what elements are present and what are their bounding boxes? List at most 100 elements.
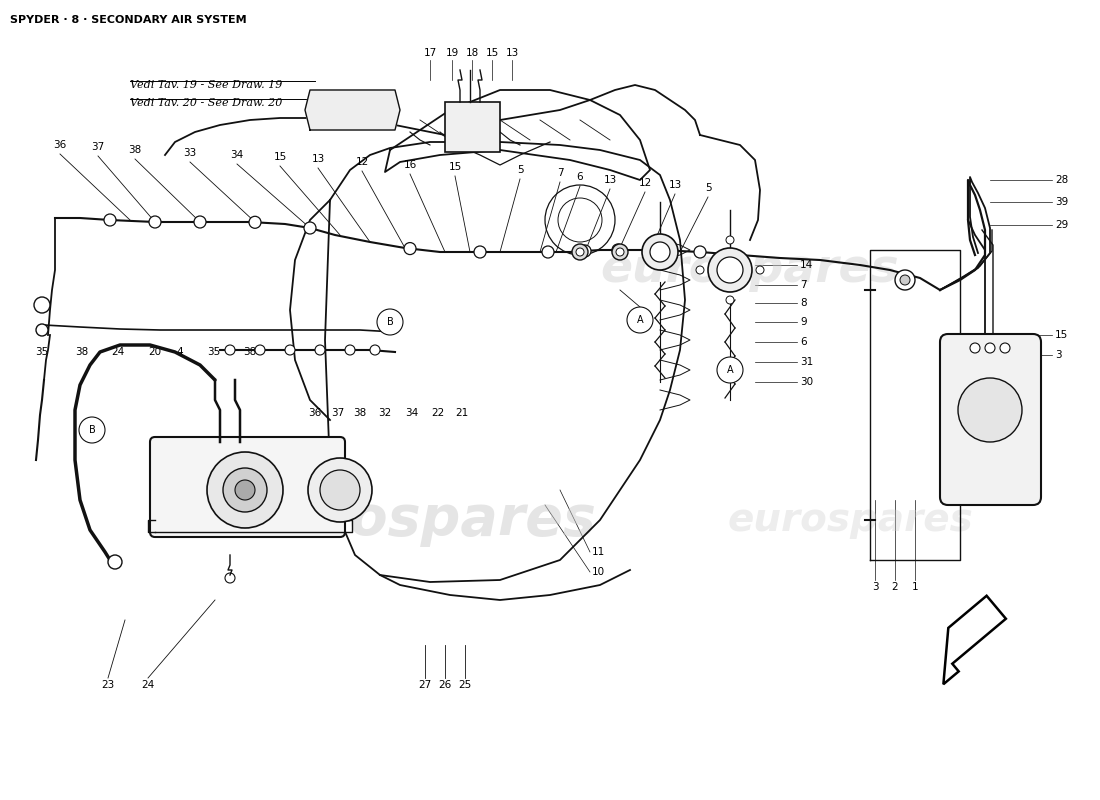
Circle shape bbox=[895, 270, 915, 290]
Text: Vedi Tav. 20 - See Draw. 20: Vedi Tav. 20 - See Draw. 20 bbox=[130, 98, 283, 108]
Text: 15: 15 bbox=[449, 162, 462, 172]
Text: 17: 17 bbox=[424, 48, 437, 58]
Circle shape bbox=[104, 214, 116, 226]
Text: 23: 23 bbox=[101, 680, 114, 690]
Circle shape bbox=[696, 266, 704, 274]
Circle shape bbox=[726, 236, 734, 244]
Circle shape bbox=[223, 468, 267, 512]
Text: 13: 13 bbox=[311, 154, 324, 164]
Text: 38: 38 bbox=[76, 347, 89, 357]
Text: 39: 39 bbox=[1055, 197, 1068, 207]
Polygon shape bbox=[305, 90, 400, 130]
Text: 27: 27 bbox=[418, 680, 431, 690]
Text: 24: 24 bbox=[111, 347, 124, 357]
FancyBboxPatch shape bbox=[150, 437, 345, 537]
Text: 10: 10 bbox=[592, 567, 605, 577]
Circle shape bbox=[308, 458, 372, 522]
Circle shape bbox=[756, 266, 764, 274]
Text: 7: 7 bbox=[800, 280, 806, 290]
Text: 36: 36 bbox=[54, 140, 67, 150]
Circle shape bbox=[717, 357, 743, 383]
Text: SPYDER · 8 · SECONDARY AIR SYSTEM: SPYDER · 8 · SECONDARY AIR SYSTEM bbox=[10, 15, 246, 25]
Text: 12: 12 bbox=[638, 178, 651, 188]
Text: 15: 15 bbox=[274, 152, 287, 162]
Text: 28: 28 bbox=[1055, 175, 1068, 185]
Text: 30: 30 bbox=[800, 377, 813, 387]
Text: 6: 6 bbox=[800, 337, 806, 347]
Circle shape bbox=[612, 244, 628, 260]
Circle shape bbox=[717, 257, 743, 283]
Text: 13: 13 bbox=[604, 175, 617, 185]
Circle shape bbox=[255, 345, 265, 355]
Text: 8: 8 bbox=[800, 298, 806, 308]
Circle shape bbox=[194, 216, 206, 228]
Text: 19: 19 bbox=[446, 48, 459, 58]
Circle shape bbox=[970, 343, 980, 353]
Circle shape bbox=[285, 345, 295, 355]
Text: 34: 34 bbox=[230, 150, 243, 160]
Text: 14: 14 bbox=[800, 260, 813, 270]
Circle shape bbox=[627, 307, 653, 333]
Text: 6: 6 bbox=[576, 172, 583, 182]
Text: B: B bbox=[89, 425, 96, 435]
Circle shape bbox=[958, 378, 1022, 442]
Circle shape bbox=[377, 309, 403, 335]
Circle shape bbox=[576, 248, 584, 256]
Text: 35: 35 bbox=[35, 347, 48, 357]
Text: 2: 2 bbox=[892, 582, 899, 592]
Text: 25: 25 bbox=[459, 680, 472, 690]
Text: 34: 34 bbox=[406, 408, 419, 418]
Circle shape bbox=[474, 246, 486, 258]
Text: 32: 32 bbox=[378, 408, 392, 418]
Circle shape bbox=[542, 246, 554, 258]
Circle shape bbox=[708, 248, 752, 292]
Text: eurospares: eurospares bbox=[601, 247, 900, 293]
Text: 13: 13 bbox=[669, 180, 682, 190]
Circle shape bbox=[36, 324, 48, 336]
Text: 3: 3 bbox=[1055, 350, 1061, 360]
Text: 9: 9 bbox=[800, 317, 806, 327]
Circle shape bbox=[249, 216, 261, 228]
Polygon shape bbox=[944, 596, 1005, 684]
Text: 5: 5 bbox=[705, 183, 712, 193]
Text: 12: 12 bbox=[355, 157, 368, 167]
Text: 11: 11 bbox=[592, 547, 605, 557]
Text: 33: 33 bbox=[184, 148, 197, 158]
Circle shape bbox=[1000, 343, 1010, 353]
Text: 5: 5 bbox=[517, 165, 524, 175]
Text: A: A bbox=[637, 315, 644, 325]
Text: 38: 38 bbox=[129, 145, 142, 155]
Text: 38: 38 bbox=[353, 408, 366, 418]
Circle shape bbox=[235, 480, 255, 500]
Text: 22: 22 bbox=[431, 408, 444, 418]
Circle shape bbox=[649, 244, 661, 256]
Text: 37: 37 bbox=[331, 408, 344, 418]
Circle shape bbox=[726, 296, 734, 304]
Text: 36: 36 bbox=[308, 408, 321, 418]
Circle shape bbox=[34, 297, 50, 313]
Circle shape bbox=[226, 345, 235, 355]
FancyBboxPatch shape bbox=[446, 102, 501, 152]
Circle shape bbox=[404, 242, 416, 254]
Circle shape bbox=[616, 248, 624, 256]
Text: 21: 21 bbox=[455, 408, 469, 418]
Circle shape bbox=[315, 345, 324, 355]
Text: 29: 29 bbox=[1055, 220, 1068, 230]
Text: 4: 4 bbox=[177, 347, 184, 357]
Circle shape bbox=[984, 343, 996, 353]
Text: 15: 15 bbox=[1055, 330, 1068, 340]
Text: 3: 3 bbox=[871, 582, 878, 592]
Text: eurospares: eurospares bbox=[727, 501, 972, 539]
Text: 37: 37 bbox=[91, 142, 104, 152]
Text: 38: 38 bbox=[243, 347, 256, 357]
Text: 13: 13 bbox=[505, 48, 518, 58]
Text: eurospares: eurospares bbox=[244, 493, 595, 547]
Text: 1: 1 bbox=[912, 582, 918, 592]
Text: 7: 7 bbox=[557, 168, 563, 178]
Circle shape bbox=[642, 234, 678, 270]
Text: 31: 31 bbox=[800, 357, 813, 367]
Circle shape bbox=[345, 345, 355, 355]
Circle shape bbox=[650, 242, 670, 262]
Text: 35: 35 bbox=[208, 347, 221, 357]
Text: 16: 16 bbox=[404, 160, 417, 170]
